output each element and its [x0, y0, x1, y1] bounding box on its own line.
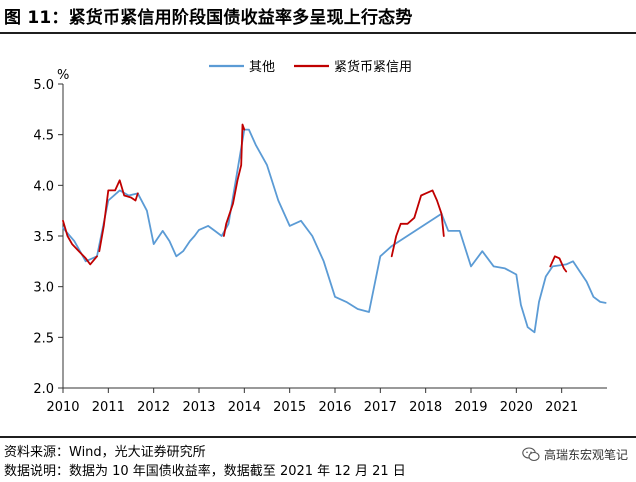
series-line-tight: [390, 189, 445, 258]
x-tick-label: 2015: [273, 400, 306, 415]
x-tick-label: 2012: [137, 400, 170, 415]
series-line-tight: [62, 219, 98, 266]
y-tick-label: 4.0: [33, 179, 54, 194]
brand-watermark: 高瑞东宏观笔记: [522, 446, 628, 463]
wechat-icon: [522, 447, 540, 462]
x-tick-label: 2014: [228, 400, 261, 415]
bottom-divider: [0, 436, 636, 438]
legend: 其他 紧货币紧信用: [209, 59, 412, 75]
series-line-tight: [549, 255, 568, 273]
legend-label-other: 其他: [249, 60, 275, 75]
x-tick-label: 2021: [545, 400, 578, 415]
series-line-tight: [98, 179, 139, 253]
x-tick-label: 2010: [46, 400, 79, 415]
x-tick-label: 2017: [364, 400, 397, 415]
y-tick-label: 5.0: [33, 78, 54, 93]
x-tick-label: 2013: [182, 400, 215, 415]
y-tick-label: 3.0: [33, 281, 54, 296]
x-tick-label: 2018: [409, 400, 442, 415]
axes: 2.0 2.5 3.0 3.5 4.0 4.5 5.0 2010 2011 2012 2013 201…: [33, 78, 607, 415]
figure-title: 图 11：紧货币紧信用阶段国债收益率多呈现上行态势: [4, 8, 413, 28]
y-tick-label: 2.5: [33, 331, 54, 346]
x-tick-label: 2016: [318, 400, 351, 415]
source-note: 资料来源：Wind，光大证券研究所: [4, 445, 206, 460]
series-line-other: [62, 128, 607, 334]
y-tick-label: 2.0: [33, 382, 54, 397]
data-explanation-note: 数据说明：数据为 10 年国债收益率，数据截至 2021 年 12 月 21 日: [4, 464, 406, 479]
y-axis-unit: %: [57, 68, 69, 83]
series-layer: [62, 123, 607, 334]
legend-label-tight: 紧货币紧信用: [334, 59, 412, 75]
series-line-tight: [223, 123, 246, 237]
x-tick-label: 2011: [92, 400, 125, 415]
y-tick-label: 3.5: [33, 230, 54, 245]
x-tick-label: 2020: [500, 400, 533, 415]
yield-line-chart: 其他 紧货币紧信用 % 2.0 2.5 3.0 3.5 4.0 4.5 5.0 2010 201…: [33, 59, 607, 415]
top-divider: [0, 32, 636, 34]
x-tick-label: 2019: [454, 400, 487, 415]
y-tick-label: 4.5: [33, 129, 54, 144]
brand-name: 高瑞东宏观笔记: [543, 448, 628, 462]
